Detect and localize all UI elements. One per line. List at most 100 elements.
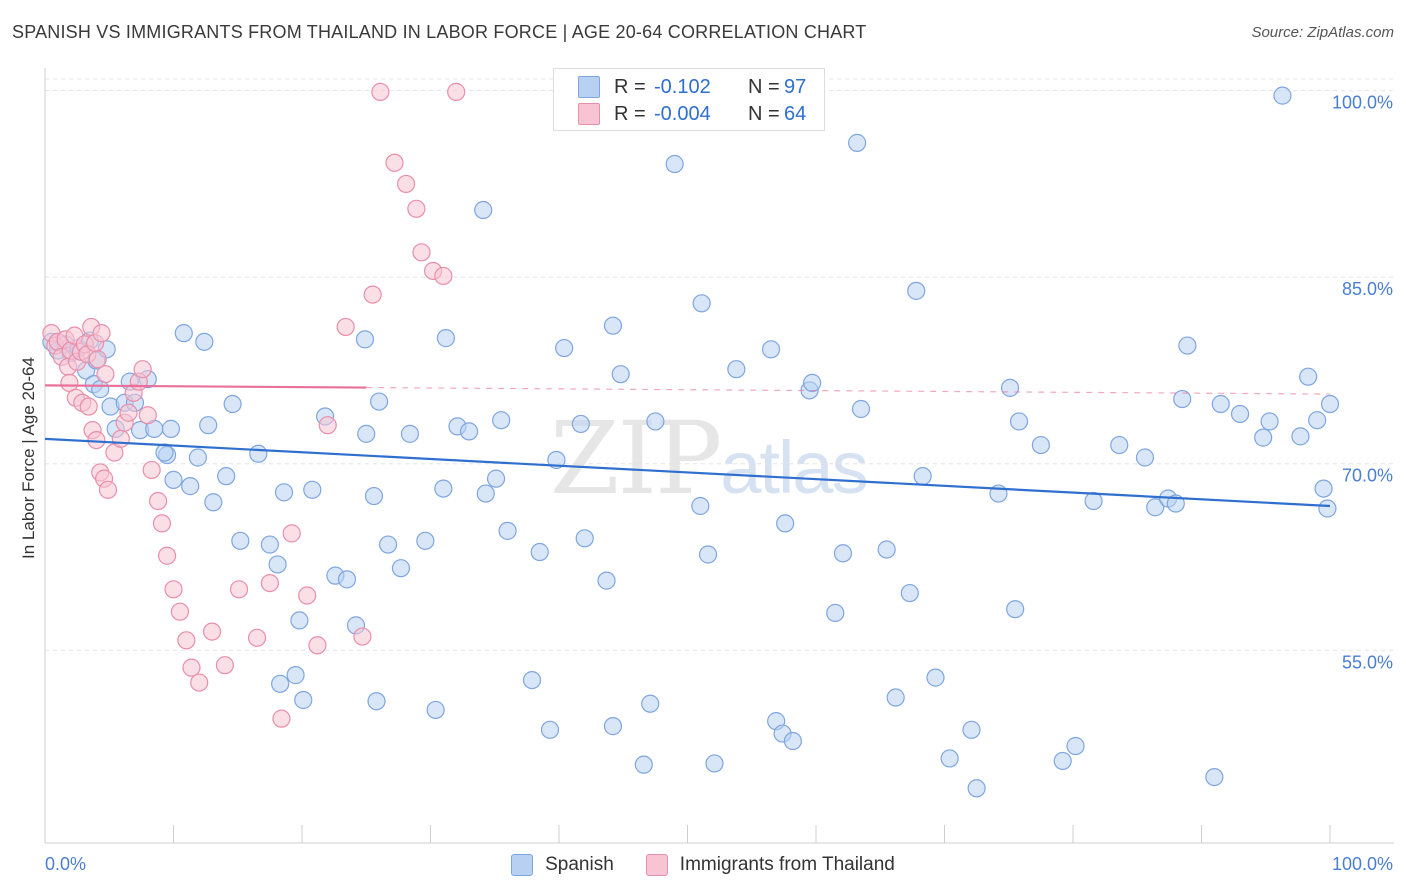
spanish-point xyxy=(1084,491,1103,511)
spanish-point xyxy=(459,422,479,441)
thailand-point xyxy=(148,491,168,511)
spanish-point xyxy=(199,416,218,435)
spanish-point xyxy=(367,692,386,711)
spanish-point xyxy=(1308,411,1327,430)
spanish-point xyxy=(1009,412,1029,431)
spanish-point xyxy=(783,731,802,751)
spanish-point xyxy=(217,467,236,486)
thailand-point xyxy=(190,673,209,692)
thailand-point xyxy=(177,631,196,650)
spanish-trend-line xyxy=(44,437,1331,508)
spanish-point xyxy=(1320,394,1340,414)
spanish-point xyxy=(1110,435,1129,455)
spanish-point xyxy=(268,555,287,574)
thailand-point xyxy=(318,416,337,435)
legend-item-thailand[interactable]: Immigrants from Thailand xyxy=(645,854,895,876)
spanish-point xyxy=(1173,389,1192,409)
spanish-point xyxy=(1031,435,1050,455)
spanish-point xyxy=(181,477,200,496)
spanish-point xyxy=(665,154,684,174)
thailand-point xyxy=(133,360,152,379)
spanish-point xyxy=(188,448,208,467)
spanish-point xyxy=(274,483,294,502)
thailand-point xyxy=(119,403,138,422)
spanish-point xyxy=(727,360,746,379)
thailand-point xyxy=(272,709,291,728)
thailand-point xyxy=(308,636,327,655)
spanish-point xyxy=(776,514,795,533)
thailand-legend-swatch xyxy=(645,854,668,876)
thailand-point xyxy=(412,243,431,262)
thailand-trend-line xyxy=(44,384,367,389)
spanish-point xyxy=(231,531,250,550)
spanish-point xyxy=(907,281,926,300)
thailand-point xyxy=(96,365,115,384)
watermark: ZIPatlas xyxy=(550,400,869,517)
spanish-point xyxy=(378,535,398,554)
spanish-point xyxy=(611,365,630,384)
spanish-point xyxy=(877,540,896,559)
spanish-point xyxy=(498,521,517,540)
thailand-point xyxy=(87,430,106,450)
spanish-point xyxy=(370,392,389,411)
thailand-point xyxy=(202,622,222,641)
thailand-point xyxy=(298,586,317,605)
spanish-point xyxy=(522,670,542,690)
spanish-point xyxy=(1178,336,1197,355)
spanish-point xyxy=(1291,427,1310,446)
thailand-point xyxy=(98,480,118,499)
thailand-point xyxy=(215,656,234,675)
spanish-point xyxy=(851,399,871,419)
r-label: R = xyxy=(614,75,646,98)
thailand-trend-line-dashed xyxy=(366,386,1331,395)
spanish-point xyxy=(416,531,435,550)
spanish-point xyxy=(940,749,959,768)
thailand-point xyxy=(407,199,426,218)
spanish-point xyxy=(691,496,710,516)
series-legend: Spanish Immigrants from Thailand xyxy=(0,852,1406,878)
spanish-point xyxy=(761,340,781,359)
thailand-point xyxy=(157,546,177,565)
thailand-point xyxy=(247,628,267,647)
spanish-point xyxy=(575,529,594,548)
spanish-point xyxy=(886,688,905,707)
spanish-point xyxy=(161,419,181,438)
chart-title: SPANISH VS IMMIGRANTS FROM THAILAND IN L… xyxy=(12,22,867,42)
legend-item-spanish[interactable]: Spanish xyxy=(511,854,614,876)
stats-legend-row-spanish: R = -0.102 N = 97 xyxy=(578,75,806,99)
thailand-point xyxy=(434,266,453,286)
spanish-point xyxy=(962,720,981,739)
thailand-point xyxy=(229,580,249,599)
spanish-point xyxy=(692,294,711,313)
spanish-point xyxy=(597,571,616,590)
thailand-point xyxy=(138,406,157,425)
spanish-point xyxy=(634,755,653,774)
spanish-point xyxy=(1211,394,1230,414)
thailand-point xyxy=(282,524,301,543)
spanish-point xyxy=(705,754,724,773)
r-value: -0.004 xyxy=(654,102,711,125)
y-tick-label: 55.0% xyxy=(1342,652,1393,672)
thailand-point xyxy=(164,580,183,599)
y-tick-label: 100.0% xyxy=(1332,93,1393,113)
spanish-point xyxy=(826,603,845,623)
thailand-point xyxy=(182,658,201,677)
spanish-point xyxy=(967,779,986,798)
spanish-point xyxy=(1273,86,1292,105)
spanish-point xyxy=(294,690,313,710)
r-label: R = xyxy=(614,102,646,125)
spanish-swatch xyxy=(578,76,600,98)
spanish-point xyxy=(603,316,623,335)
spanish-point xyxy=(1146,498,1165,517)
thailand-point xyxy=(353,627,372,646)
thailand-swatch xyxy=(578,103,600,125)
thailand-point xyxy=(88,350,107,369)
spanish-point xyxy=(571,414,590,434)
spanish-point xyxy=(900,583,919,603)
spanish-point xyxy=(1318,499,1337,518)
spanish-point xyxy=(434,479,453,498)
spanish-point xyxy=(260,535,279,554)
spanish-point xyxy=(357,424,376,443)
spanish-legend-swatch xyxy=(511,854,534,876)
